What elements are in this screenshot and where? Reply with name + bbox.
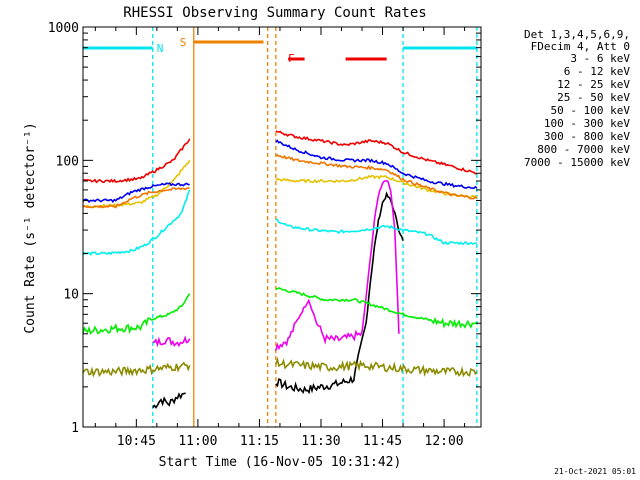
x-tick-label: 11:45: [363, 434, 402, 449]
series-line: [82, 182, 190, 204]
x-tick-label: 12:00: [425, 434, 464, 449]
series-line: [275, 179, 400, 351]
series-line: [275, 154, 478, 200]
series-line: [275, 130, 478, 175]
legend-entry-label: 100 - 300 keV: [544, 117, 630, 130]
flag-label: S: [180, 36, 187, 49]
y-tick-label: 1000: [48, 21, 79, 36]
series-line: [275, 174, 478, 199]
legend-entry-label: 6 - 12 keV: [564, 65, 631, 78]
series-line: [82, 189, 191, 256]
series-layer: [82, 130, 478, 409]
legend-entry-label: 3 - 6 keV: [570, 52, 630, 65]
legend-entry-label: 50 - 100 keV: [551, 104, 631, 117]
legend-header: FDecim 4, Att 0: [531, 40, 630, 53]
series-line: [82, 361, 191, 378]
x-tick-label: 11:15: [240, 434, 279, 449]
legend-entry-label: 800 - 7000 keV: [537, 143, 630, 156]
x-tick-label: 10:45: [117, 434, 156, 449]
plot-frame: [82, 26, 482, 428]
legend-entry-label: 7000 - 15000 keV: [524, 156, 630, 169]
series-line: [82, 293, 191, 335]
legend-entry-label: 300 - 800 keV: [544, 130, 630, 143]
legend: Det 1,3,4,5,6,9,FDecim 4, Att 03 - 6 keV…: [524, 28, 630, 169]
y-tick-label: 1: [71, 421, 79, 436]
series-line: [275, 356, 478, 378]
x-axis-label: Start Time (16-Nov-05 10:31:42): [159, 455, 402, 470]
series-line: [152, 335, 191, 348]
legend-entry-label: 25 - 50 keV: [557, 91, 630, 104]
y-axis-label: Count Rate (s⁻¹ detector⁻¹): [23, 122, 38, 333]
flag-label: N: [157, 42, 164, 55]
series-line: [82, 187, 190, 209]
series-line: [152, 392, 186, 409]
footer-date: 21-Oct-2021 05:01: [554, 467, 636, 476]
flag-layer: N S F: [83, 27, 478, 427]
axis-layer: 10:45 11:00 11:15 11:30 11:45 12:00 1 10 100 1000: [48, 21, 481, 449]
flag-label: F: [288, 52, 295, 65]
legend-header: Det 1,3,4,5,6,9,: [524, 28, 630, 41]
x-tick-label: 11:30: [301, 434, 340, 449]
series-line: [275, 287, 478, 329]
series-line: [275, 218, 478, 246]
chart-title: RHESSI Observing Summary Count Rates: [123, 5, 426, 21]
x-tick-label: 11:00: [178, 434, 217, 449]
series-line: [275, 139, 478, 190]
legend-entry-label: 12 - 25 keV: [557, 78, 630, 91]
y-tick-label: 10: [63, 288, 79, 303]
y-tick-label: 100: [56, 154, 79, 169]
series-line: [82, 138, 191, 184]
series-line: [275, 191, 404, 395]
